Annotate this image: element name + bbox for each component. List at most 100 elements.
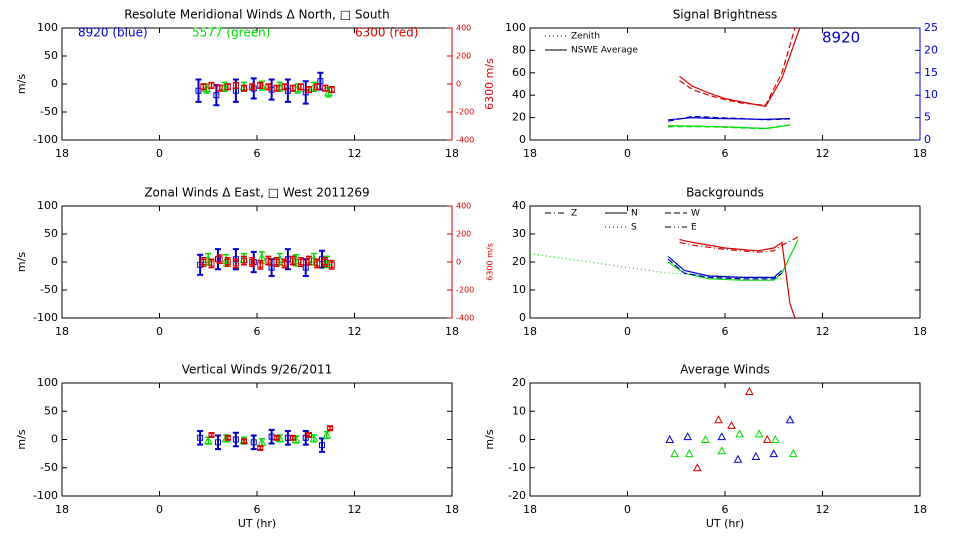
x-tick-label: 18 xyxy=(445,325,459,338)
data-point xyxy=(328,261,335,268)
y-tick-label: 100 xyxy=(37,199,58,212)
x-tick-label: 18 xyxy=(913,147,927,160)
x-tick-label: 12 xyxy=(348,503,362,516)
data-point xyxy=(281,83,288,90)
y-axis-label: m/s xyxy=(15,252,28,272)
y2-axis-label: 6300 m/s xyxy=(483,58,496,110)
y-tick-label: 30 xyxy=(512,227,526,240)
x-tick-label: 18 xyxy=(913,503,927,516)
data-point xyxy=(213,92,220,99)
x-tick-label: 18 xyxy=(913,325,927,338)
data-point xyxy=(717,432,727,441)
y-tick-label: -50 xyxy=(40,105,58,118)
data-point xyxy=(208,260,215,267)
data-point xyxy=(250,85,257,92)
data-point xyxy=(302,264,309,271)
plot-frame xyxy=(61,205,453,319)
annotation: 6300 (red) xyxy=(355,26,418,40)
legend-label: W xyxy=(691,209,700,219)
data-point xyxy=(665,434,675,443)
data-point xyxy=(257,261,264,268)
data-point xyxy=(232,436,239,443)
data-point xyxy=(275,254,285,263)
y-tick-label: 0 xyxy=(519,433,526,446)
data-point xyxy=(306,431,312,438)
y-tick-label: 0 xyxy=(519,311,526,324)
y-tick-label: 20 xyxy=(512,111,526,124)
data-point xyxy=(322,85,329,92)
y-axis-label: m/s xyxy=(15,429,28,449)
y-tick-label: -50 xyxy=(40,283,58,296)
series-line xyxy=(679,236,799,253)
data-point xyxy=(257,82,264,89)
data-point xyxy=(769,449,779,458)
data-point xyxy=(309,433,319,442)
y2-tick-label: 5 xyxy=(924,111,931,124)
error-bar xyxy=(195,78,202,103)
data-point xyxy=(306,257,312,264)
data-point xyxy=(241,85,247,92)
data-point xyxy=(241,438,247,445)
data-point xyxy=(232,260,239,267)
y-tick-label: 60 xyxy=(512,66,526,79)
x-tick-label: 12 xyxy=(348,147,362,160)
data-point xyxy=(273,259,280,265)
x-tick-label: 6 xyxy=(254,503,261,516)
data-point xyxy=(289,85,296,92)
y-tick-label: 40 xyxy=(512,199,526,212)
y2-tick-label: 400 xyxy=(456,202,471,211)
y-tick-label: 20 xyxy=(512,255,526,268)
data-point xyxy=(265,257,272,264)
legend-label: Zenith xyxy=(571,32,600,42)
error-bar xyxy=(302,80,309,105)
y2-tick-label: 200 xyxy=(456,52,471,61)
error-bar xyxy=(215,248,221,271)
data-point xyxy=(195,87,202,94)
chart-title: Signal Brightness xyxy=(673,8,778,22)
y2-tick-label: 20 xyxy=(924,43,938,56)
error-bar xyxy=(197,430,204,446)
y2-tick-label: 200 xyxy=(456,230,471,239)
series-line xyxy=(667,258,783,280)
data-point xyxy=(762,434,772,443)
data-point xyxy=(297,83,304,90)
data-point xyxy=(293,83,302,92)
data-point xyxy=(281,260,288,267)
data-point xyxy=(306,86,312,93)
y2-tick-label: 10 xyxy=(924,88,938,101)
series-line xyxy=(679,27,796,106)
data-point xyxy=(322,430,332,439)
y2-tick-label: -200 xyxy=(456,108,474,117)
y-tick-label: 20 xyxy=(512,376,526,389)
y-axis-label: m/s xyxy=(483,429,496,449)
y2-tick-label: -200 xyxy=(456,286,474,295)
y2-axis-label: 6300 m/s xyxy=(486,243,495,281)
y-tick-label: 10 xyxy=(512,404,526,417)
error-bar xyxy=(284,430,291,446)
error-bar xyxy=(302,430,309,446)
error-bar xyxy=(215,434,221,451)
y-tick-label: 50 xyxy=(44,49,58,62)
data-point xyxy=(220,82,229,91)
data-point xyxy=(733,454,743,463)
series-line xyxy=(679,27,801,108)
chart-title: Resolute Meridional Winds Δ North, □ Sou… xyxy=(124,8,390,22)
series-line xyxy=(668,124,791,130)
legend-label: E xyxy=(691,223,697,233)
annotation: 8920 xyxy=(822,29,860,47)
data-point xyxy=(224,83,231,90)
data-point xyxy=(319,442,325,449)
data-point xyxy=(224,259,231,265)
x-tick-label: 18 xyxy=(55,503,69,516)
chart-title: Backgrounds xyxy=(686,186,764,200)
y2-tick-label: 15 xyxy=(924,66,938,79)
data-point xyxy=(322,259,329,265)
x-tick-label: 12 xyxy=(816,503,830,516)
plot-frame xyxy=(61,27,453,141)
data-point xyxy=(727,420,736,429)
x-tick-label: 18 xyxy=(55,325,69,338)
error-bar xyxy=(268,428,275,445)
chart-title: Vertical Winds 9/26/2011 xyxy=(182,363,333,377)
data-point xyxy=(249,259,256,265)
y-tick-label: 50 xyxy=(44,404,58,417)
